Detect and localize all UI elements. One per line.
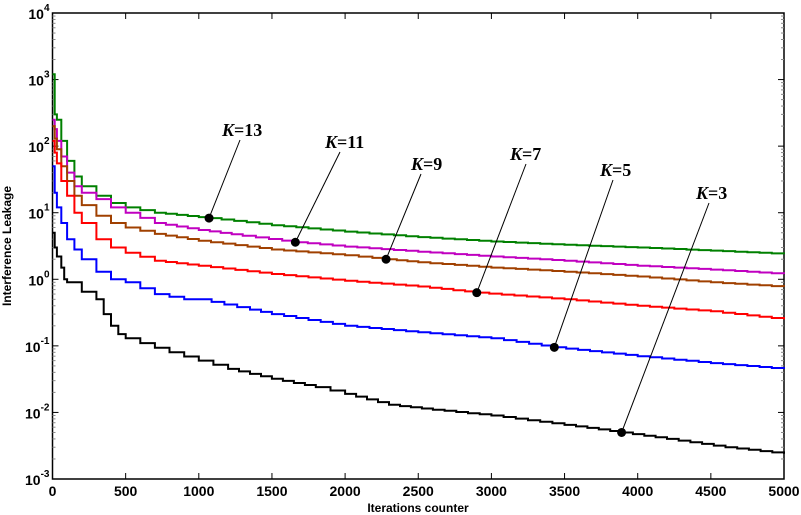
y-tick-label: 10-2 xyxy=(25,402,50,421)
x-tick-label: 4000 xyxy=(622,483,653,499)
annotation-marker xyxy=(617,427,627,437)
y-tick-label: 10-3 xyxy=(25,469,50,488)
y-axis-label: Interference Leakage xyxy=(0,186,14,306)
series-line-k-7 xyxy=(52,139,785,320)
series-line-k-11 xyxy=(52,118,785,275)
annotation-leader-line xyxy=(476,163,527,293)
annotation-label: K=13 xyxy=(221,120,262,140)
x-tick-label: 1500 xyxy=(256,483,287,499)
y-tick-label: 101 xyxy=(28,203,50,222)
x-tick-label: 1000 xyxy=(183,483,214,499)
series-line-k-5 xyxy=(52,165,785,369)
y-tick-label: 10-1 xyxy=(25,336,50,355)
annotation-label: K=11 xyxy=(324,132,364,152)
annotation-label: K=5 xyxy=(599,160,631,180)
annotation-marker xyxy=(290,237,300,247)
annotation-label: K=9 xyxy=(410,154,442,174)
series-line-k-3 xyxy=(52,231,785,454)
x-tick-label: 2000 xyxy=(330,483,361,499)
annotation-leader-line xyxy=(553,179,614,348)
series-line-k-9 xyxy=(52,125,785,288)
x-tick-label: 5000 xyxy=(768,483,799,499)
annotation-marker xyxy=(381,254,391,264)
annotation-leader-line xyxy=(208,139,241,219)
x-axis-label: Iterations counter xyxy=(367,501,469,515)
annotation-marker xyxy=(549,342,559,352)
series-line-k-13 xyxy=(52,73,785,255)
annotation-marker xyxy=(472,288,482,298)
y-tick-label: 104 xyxy=(28,3,50,22)
annotation-leader-line xyxy=(294,151,341,243)
y-tick-label: 102 xyxy=(28,136,50,155)
annotation-marker xyxy=(204,213,214,223)
x-tick-label: 4500 xyxy=(695,483,726,499)
annotation-leader-line xyxy=(621,202,710,433)
x-tick-label: 3500 xyxy=(549,483,580,499)
annotations: K=13 K=11 K=9 K=7 K=5 K=3 xyxy=(204,120,727,437)
x-tick-label: 3000 xyxy=(476,483,507,499)
x-tick-label: 2500 xyxy=(403,483,434,499)
annotation-label: K=3 xyxy=(695,183,727,203)
plot-frame xyxy=(51,12,785,480)
x-tick-label: 0 xyxy=(49,483,57,499)
series-group xyxy=(52,73,785,454)
y-tick-label: 103 xyxy=(28,70,50,89)
annotation-leader-line xyxy=(385,173,422,260)
x-tick-label: 500 xyxy=(114,483,138,499)
y-tick-label: 100 xyxy=(28,269,50,288)
annotation-label: K=7 xyxy=(509,144,541,164)
